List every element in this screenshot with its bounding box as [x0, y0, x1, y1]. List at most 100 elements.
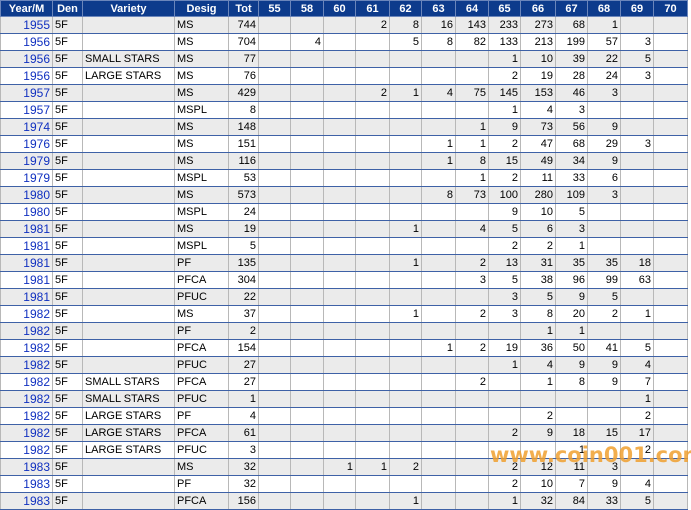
count [653, 288, 688, 306]
total: 4 [228, 407, 259, 425]
year-link[interactable]: 1956 [0, 33, 53, 51]
year-link[interactable]: 1982 [0, 373, 53, 391]
count [455, 407, 489, 425]
year-link[interactable]: 1981 [0, 254, 53, 272]
year-link[interactable]: 1982 [0, 356, 53, 374]
count [421, 441, 456, 459]
count [355, 475, 390, 493]
year-link[interactable]: 1976 [0, 135, 53, 153]
year-link[interactable]: 1979 [0, 169, 53, 187]
count: 2 [587, 305, 621, 323]
count [389, 186, 422, 204]
variety [82, 288, 175, 306]
year-link[interactable]: 1981 [0, 237, 53, 255]
count [290, 203, 324, 221]
year-link[interactable]: 1982 [0, 390, 53, 408]
denomination: 5F [52, 407, 83, 425]
year-link[interactable]: 1957 [0, 84, 53, 102]
count [290, 322, 324, 340]
count [421, 373, 456, 391]
year-link[interactable]: 1981 [0, 220, 53, 238]
year-link[interactable]: 1957 [0, 101, 53, 119]
count: 3 [488, 305, 521, 323]
count: 4 [421, 84, 456, 102]
designation: PF [174, 254, 229, 272]
count [653, 373, 688, 391]
count [421, 475, 456, 493]
count: 5 [587, 288, 621, 306]
column-header: Variety [82, 0, 175, 17]
count [653, 50, 688, 68]
column-header: 63 [421, 0, 456, 17]
designation: PF [174, 407, 229, 425]
count [488, 322, 521, 340]
year-link[interactable]: 1981 [0, 271, 53, 289]
count: 1 [389, 305, 422, 323]
count [389, 356, 422, 374]
count: 33 [587, 492, 621, 510]
count [355, 492, 390, 510]
count: 41 [587, 339, 621, 357]
count [389, 441, 422, 459]
count: 96 [555, 271, 588, 289]
count [587, 220, 621, 238]
column-header: Tot [228, 0, 259, 17]
count [323, 33, 356, 51]
year-link[interactable]: 1983 [0, 475, 53, 493]
table-row: 1957 5F MS 429 2 1 4 75 145 153 46 3 [0, 84, 688, 102]
count [323, 424, 356, 442]
designation: PF [174, 322, 229, 340]
year-link[interactable]: 1956 [0, 67, 53, 85]
year-link[interactable]: 1982 [0, 322, 53, 340]
count: 1 [355, 458, 390, 476]
count [421, 220, 456, 238]
count [258, 390, 291, 408]
year-link[interactable]: 1981 [0, 288, 53, 306]
variety [82, 135, 175, 153]
count: 8 [389, 16, 422, 34]
year-link[interactable]: 1955 [0, 16, 53, 34]
table-row: 1957 5F MSPL 8 1 4 3 [0, 101, 688, 119]
table-row: 1981 5F MSPL 5 2 2 1 [0, 237, 688, 255]
count [653, 458, 688, 476]
variety: SMALL STARS [82, 373, 175, 391]
year-link[interactable]: 1979 [0, 152, 53, 170]
table-row: 1982 5F SMALL STARS PFCA 27 2 1 8 9 7 [0, 373, 688, 391]
count [653, 33, 688, 51]
column-header: Desig [174, 0, 229, 17]
count: 143 [455, 16, 489, 34]
year-link[interactable]: 1956 [0, 50, 53, 68]
count: 18 [555, 424, 588, 442]
count: 1 [587, 16, 621, 34]
denomination: 5F [52, 152, 83, 170]
variety [82, 33, 175, 51]
count: 2 [455, 305, 489, 323]
year-link[interactable]: 1980 [0, 186, 53, 204]
count [323, 152, 356, 170]
table-row: 1983 5F PFCA 156 1 1 32 84 33 5 [0, 492, 688, 510]
count: 9 [587, 475, 621, 493]
designation: MSPL [174, 169, 229, 187]
year-link[interactable]: 1974 [0, 118, 53, 136]
count: 1 [455, 135, 489, 153]
year-link[interactable]: 1982 [0, 424, 53, 442]
designation: MS [174, 50, 229, 68]
count [290, 271, 324, 289]
table-row: 1982 5F LARGE STARS PFCA 61 2 9 18 15 17 [0, 424, 688, 442]
year-link[interactable]: 1980 [0, 203, 53, 221]
year-link[interactable]: 1983 [0, 492, 53, 510]
count [587, 390, 621, 408]
variety [82, 339, 175, 357]
year-link[interactable]: 1982 [0, 339, 53, 357]
denomination: 5F [52, 169, 83, 187]
designation: MS [174, 458, 229, 476]
year-link[interactable]: 1982 [0, 407, 53, 425]
total: 22 [228, 288, 259, 306]
count [421, 424, 456, 442]
count: 233 [488, 16, 521, 34]
count [355, 33, 390, 51]
year-link[interactable]: 1983 [0, 458, 53, 476]
year-link[interactable]: 1982 [0, 441, 53, 459]
year-link[interactable]: 1982 [0, 305, 53, 323]
count [421, 101, 456, 119]
